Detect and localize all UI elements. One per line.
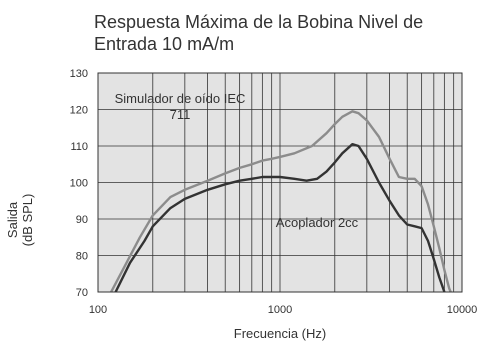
y-tick-label: 110: [70, 141, 88, 153]
y-axis-label-line-1: Salida: [5, 201, 20, 239]
x-tick-label: 1000: [268, 304, 292, 316]
series-group: [109, 110, 452, 292]
y-axis-label-line-2: (dB SPL): [20, 193, 35, 247]
y-tick-label: 70: [76, 287, 88, 299]
annotation-coupler: Acoplador 2cc: [275, 215, 359, 230]
x-tick-label: 10000: [447, 304, 478, 316]
y-tick-label: 130: [70, 68, 88, 80]
chart-title: Respuesta Máxima de la Bobina Nivel de E…: [94, 12, 424, 54]
series-line-ear-simulator: [109, 110, 452, 292]
y-tick-label: 120: [70, 105, 88, 117]
y-tick-label: 100: [70, 178, 88, 190]
y-tick-label: 90: [76, 214, 88, 226]
plot-frame: [97, 72, 463, 293]
tick-labels: 70 80 90 100 110 120 130 100 1000 10000: [70, 68, 478, 316]
x-axis-label: Frecuencia (Hz): [233, 326, 327, 341]
y-tick-label: 80: [76, 251, 88, 263]
series-line-coupler: [114, 142, 446, 292]
annotation-ear-simulator: Simulador de oído IEC 711: [114, 91, 246, 122]
x-tick-label: 100: [89, 304, 107, 316]
